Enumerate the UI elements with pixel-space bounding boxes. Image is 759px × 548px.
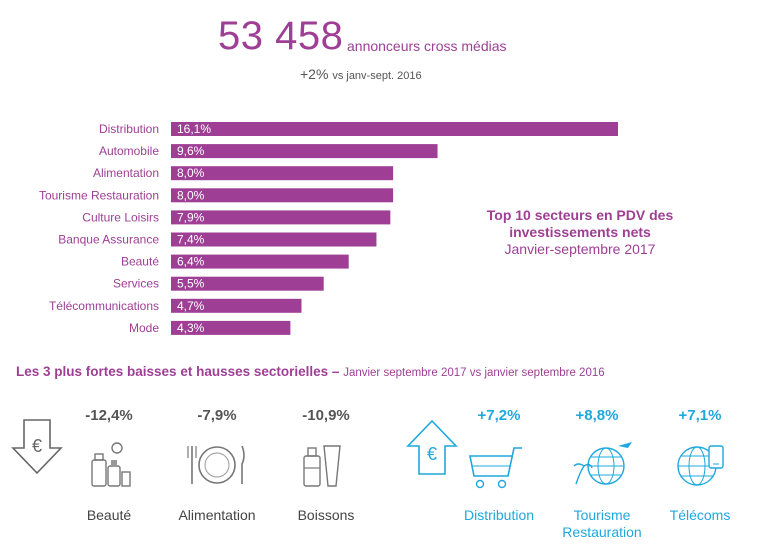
down-arrow-euro-icon: € — [11, 419, 63, 475]
chart-title: Top 10 secteurs en PDV des investissemen… — [480, 207, 680, 258]
bar-tourisme-restauration — [171, 188, 394, 203]
increase-name-tourisme: Tourisme Restauration — [542, 507, 662, 541]
bar-telecommunications — [171, 298, 302, 313]
value-label-automobile: 9,6% — [177, 144, 205, 158]
bars-group: Distribution 16,1% Automobile 9,6% Alimentat… — [39, 122, 618, 335]
up-arrow-euro-icon: € — [406, 419, 458, 475]
change-line: +2% vs janv-sept. 2016 — [300, 66, 422, 82]
globe-travel-icon — [573, 442, 632, 485]
increase-name-distribution: Distribution — [463, 507, 535, 523]
category-label-alimentation: Alimentation — [93, 166, 159, 180]
drinks-icon — [303, 445, 341, 487]
up-euro-symbol: € — [427, 444, 437, 464]
shopping-cart-icon — [469, 447, 522, 489]
bar-services — [171, 276, 324, 291]
category-label-mode: Mode — [129, 321, 159, 335]
advertiser-count-label: annonceurs cross médias — [347, 38, 507, 54]
increase-pct-distribution: +7,2% — [477, 407, 521, 424]
cosmetics-icon — [91, 442, 131, 487]
value-label-tourisme-restauration: 8,0% — [177, 188, 205, 202]
bottom-section-title: Les 3 plus fortes baisses et hausses sec… — [16, 364, 605, 379]
sector-bar-chart: Distribution 16,1% Automobile 9,6% Alimentat… — [39, 122, 618, 335]
category-label-culture-loisirs: Culture Loisirs — [82, 210, 159, 224]
chart-title-line1: Top 10 secteurs en PDV des — [486, 207, 674, 223]
bar-banque-assurance — [171, 232, 377, 247]
plate-cutlery-icon — [187, 445, 245, 484]
down-euro-symbol: € — [32, 436, 42, 456]
decrease-pct-alimentation: -7,9% — [197, 407, 237, 424]
category-label-tourisme-restauration: Tourisme Restauration — [39, 188, 159, 202]
category-label-services: Services — [113, 277, 159, 291]
chart-title-line3: Janvier-septembre 2017 — [504, 241, 656, 257]
increase-name-tourisme-line2: Restauration — [562, 524, 642, 540]
change-label: vs janv-sept. 2016 — [332, 70, 422, 82]
increase-name-tourisme-line1: Tourisme — [573, 507, 631, 523]
category-label-beaute: Beauté — [121, 255, 159, 269]
value-label-banque-assurance: 7,4% — [177, 233, 205, 247]
value-label-distribution: 16,1% — [177, 122, 211, 136]
value-label-telecommunications: 4,7% — [177, 299, 205, 313]
change-value: +2% — [300, 66, 329, 82]
category-label-automobile: Automobile — [99, 144, 159, 158]
value-label-services: 5,5% — [177, 277, 205, 291]
decrease-name-beaute: Beauté — [86, 507, 132, 523]
value-label-alimentation: 8,0% — [177, 166, 205, 180]
increase-pct-tourisme: +8,8% — [575, 407, 619, 424]
decrease-name-boissons: Boissons — [297, 507, 355, 523]
decrease-name-alimentation: Alimentation — [178, 507, 256, 523]
bottom-title-period: Janvier septembre 2017 vs janvier septem… — [343, 367, 605, 379]
decrease-pct-beaute: -12,4% — [85, 407, 133, 424]
value-label-beaute: 6,4% — [177, 255, 205, 269]
bottom-title-main: Les 3 plus fortes baisses et hausses sec… — [16, 364, 340, 379]
category-label-distribution: Distribution — [99, 122, 159, 136]
bar-beaute — [171, 254, 349, 269]
value-label-mode: 4,3% — [177, 321, 205, 335]
bar-distribution — [171, 122, 618, 136]
bar-culture-loisirs — [171, 210, 391, 225]
increase-pct-telecoms: +7,1% — [678, 407, 722, 424]
category-label-banque-assurance: Banque Assurance — [58, 233, 159, 247]
bar-alimentation — [171, 166, 394, 181]
increase-name-telecoms: Télécoms — [669, 507, 731, 523]
decrease-pct-boissons: -10,9% — [302, 407, 350, 424]
advertiser-count: 53 458 — [218, 14, 344, 58]
category-label-telecommunications: Télécommunications — [49, 299, 159, 313]
bar-automobile — [171, 144, 438, 159]
value-label-culture-loisirs: 7,9% — [177, 210, 205, 224]
globe-phone-icon — [677, 445, 724, 486]
bar-mode — [171, 320, 291, 335]
chart-title-line2: investissements nets — [509, 224, 651, 240]
